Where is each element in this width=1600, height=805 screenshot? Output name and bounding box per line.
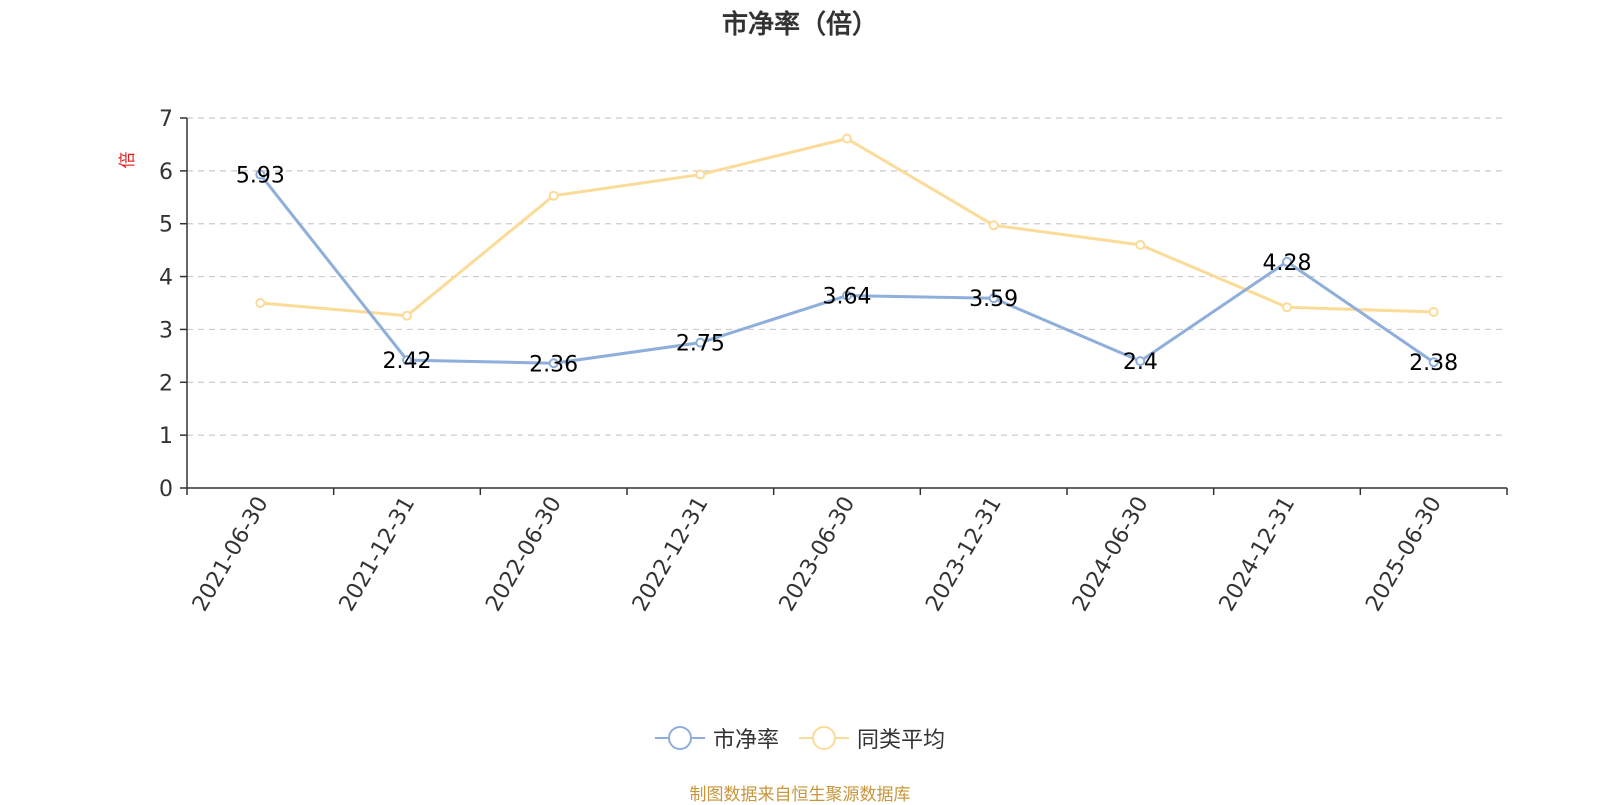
x-tick-label: 2024-12-31 (1215, 493, 1301, 616)
y-tick-label: 7 (159, 107, 173, 132)
legend-item-1[interactable]: 同类平均 (799, 722, 945, 754)
chart-title: 市净率（倍） (721, 10, 878, 40)
series-line-0 (259, 173, 1435, 365)
legend-label: 同类平均 (857, 728, 946, 753)
data-label: 5.93 (236, 164, 285, 189)
data-point (402, 355, 412, 366)
legend-marker-icon (654, 726, 705, 750)
data-point (548, 358, 559, 369)
legend-label: 市净率 (712, 728, 779, 753)
x-tick-label: 2022-12-31 (628, 493, 714, 616)
data-point (402, 310, 412, 321)
data-point (988, 293, 999, 304)
data-point (695, 337, 706, 348)
x-tick-label: 2023-06-30 (775, 493, 861, 616)
data-point (1428, 357, 1439, 368)
legend-marker-icon (799, 726, 849, 750)
x-tick-label: 2024-06-30 (1068, 493, 1154, 616)
data-label: 2.36 (529, 352, 578, 377)
x-tick-label: 2022-06-30 (481, 493, 567, 616)
data-label: 2.38 (1409, 351, 1458, 376)
x-tick-label: 2021-06-30 (188, 493, 274, 616)
data-point (1428, 306, 1439, 317)
data-label: 3.59 (969, 287, 1018, 312)
y-tick-label: 4 (159, 266, 173, 291)
source-note: 制图数据来自恒生聚源数据库 (689, 785, 911, 805)
grid-lines (187, 117, 1507, 436)
x-tick-label: 2023-12-31 (921, 493, 1007, 616)
data-point (1282, 256, 1292, 267)
x-tick-label: 2021-12-31 (335, 493, 421, 616)
data-point (548, 190, 559, 201)
data-label: 2.42 (383, 349, 432, 374)
data-label: 2.75 (676, 332, 725, 357)
y-tick-label: 5 (159, 213, 173, 238)
legend: 市净率 同类平均 (0, 722, 1600, 754)
series (255, 133, 1439, 369)
y-tick-label: 1 (159, 424, 173, 449)
y-tick-label: 2 (159, 371, 173, 396)
data-label: 2.4 (1123, 350, 1158, 375)
x-tick-label: 2025-06-30 (1361, 493, 1447, 616)
axes: 0 1 2 3 4 5 6 7 2021-06-30 2021-12-31 2022-06-30 20… (159, 107, 1508, 616)
data-label: 3.64 (823, 285, 872, 310)
data-labels: 5.93 2.42 2.36 2.75 3.64 3.59 2.4 4.28 2.38 (236, 164, 1458, 378)
data-label: 4.28 (1263, 251, 1312, 276)
data-point (1135, 356, 1146, 367)
data-point (255, 169, 266, 180)
data-point (1282, 302, 1292, 313)
data-point (255, 298, 266, 308)
data-point (842, 133, 852, 144)
data-point (1135, 239, 1146, 250)
y-tick-label: 0 (159, 477, 173, 502)
data-point (695, 169, 706, 180)
data-point (842, 290, 852, 301)
legend-item-0[interactable]: 市净率 (654, 722, 779, 754)
y-tick-label: 3 (159, 318, 173, 343)
data-point (988, 220, 999, 231)
y-tick-label: 6 (159, 160, 173, 185)
y-axis-label: 倍 (118, 152, 138, 169)
